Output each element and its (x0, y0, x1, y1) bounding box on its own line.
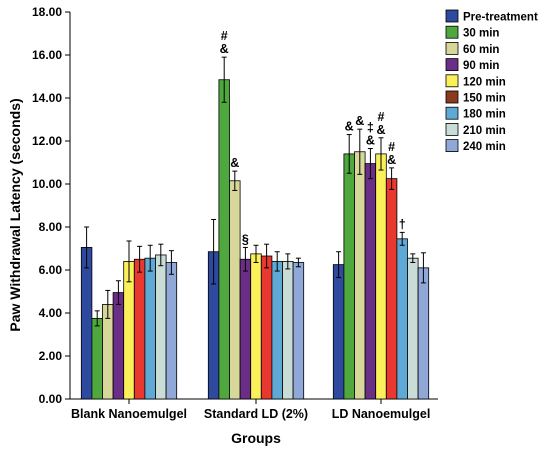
legend-label: 120 min (463, 76, 506, 88)
error-bars (84, 56, 426, 327)
significance-marker: # (388, 140, 395, 154)
bar (250, 253, 262, 400)
x-category-label: Blank Nanoemulgel (71, 407, 187, 421)
significance-marker: & (345, 120, 354, 134)
x-axis: Blank Nanoemulgel Standard LD (2%) LD Nano… (70, 398, 438, 421)
bar (260, 255, 273, 400)
bar (354, 151, 366, 400)
bar (375, 153, 387, 400)
bar (91, 317, 103, 400)
bar (396, 238, 408, 400)
legend-swatch (445, 106, 459, 120)
legend: Pre-treatment 30 min 60 min 90 min 120 min 15… (445, 9, 538, 153)
bar (364, 163, 377, 400)
bar (417, 267, 430, 400)
bar (112, 292, 125, 400)
x-category-label: Standard LD (2%) (204, 407, 308, 421)
significance-marker: & (220, 42, 229, 56)
legend-label: 90 min (463, 60, 499, 72)
significance-marker: § (242, 232, 249, 246)
bar (407, 257, 419, 400)
bar (155, 254, 167, 400)
legend-swatch (445, 58, 459, 71)
bar (271, 260, 283, 400)
significance-marker: & (387, 153, 396, 167)
bar (218, 79, 230, 400)
y-tick-label: 8.00 (39, 220, 63, 234)
bar (292, 262, 305, 400)
bar (332, 264, 345, 400)
x-axis-title: Groups (231, 430, 281, 446)
legend-label: 150 min (463, 93, 506, 105)
significance-marker: & (230, 156, 239, 170)
significance-marker: & (366, 134, 375, 148)
bar (343, 153, 355, 400)
x-category-label: LD Nanoemulgel (332, 407, 431, 421)
legend-label: 180 min (463, 109, 506, 121)
y-tick-label: 4.00 (39, 306, 63, 320)
y-tick-label: 0.00 (39, 392, 63, 406)
legend-swatch (445, 9, 459, 23)
legend-label: 240 min (463, 141, 506, 153)
y-tick-label: 14.00 (32, 91, 62, 105)
significance-marker: & (355, 114, 364, 128)
y-tick-label: 12.00 (32, 134, 62, 148)
y-axis: 0.00 2.00 4.00 6.00 8.00 10.00 12.00 14.00 16.00… (32, 5, 71, 406)
bar (229, 180, 241, 400)
y-axis-title: Paw Withdrawal Latency (seconds) (7, 98, 23, 331)
y-tick-label: 2.00 (39, 349, 63, 363)
legend-label: Pre-treatment (463, 12, 538, 24)
bar (80, 247, 93, 400)
bar (133, 258, 146, 400)
legend-swatch (445, 25, 459, 39)
legend-swatch (445, 139, 459, 153)
legend-swatch (445, 123, 459, 136)
legend-label: 60 min (463, 44, 499, 56)
significance-marker: # (221, 29, 228, 43)
bar (144, 257, 156, 400)
legend-swatch (445, 90, 459, 104)
y-tick-label: 18.00 (32, 5, 62, 19)
significance-marker: ‡ (367, 121, 374, 135)
bar (385, 178, 398, 400)
legend-swatch (445, 74, 459, 88)
legend-label: 210 min (463, 125, 506, 137)
bar (282, 260, 294, 400)
y-tick-label: 6.00 (39, 263, 63, 277)
significance-marker: # (378, 110, 385, 124)
significance-marker: & (376, 123, 385, 137)
significance-marker: † (399, 217, 406, 231)
y-tick-label: 16.00 (32, 48, 62, 62)
legend-label: 30 min (463, 28, 499, 40)
y-tick-label: 10.00 (32, 177, 62, 191)
bar (165, 262, 178, 400)
significance-annotations: #&&§& & ‡&#&#&† (220, 29, 406, 246)
bar (239, 258, 252, 400)
legend-swatch (445, 42, 459, 55)
